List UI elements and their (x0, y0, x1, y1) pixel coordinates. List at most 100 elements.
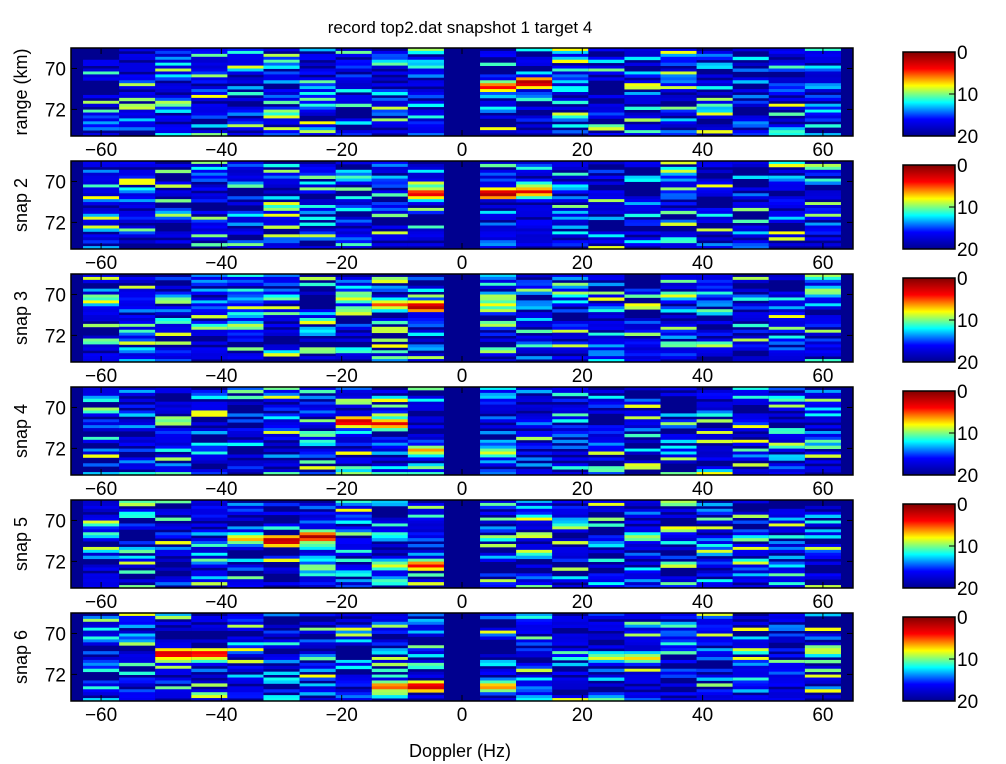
heatmap-cell (119, 463, 156, 467)
heatmap-cell (371, 535, 408, 539)
heatmap-cell (552, 190, 589, 194)
heatmap-cell (732, 561, 769, 565)
heatmap-cell (155, 689, 192, 693)
heatmap-cell (696, 178, 733, 182)
heatmap-cell (407, 683, 444, 687)
heatmap-cell (768, 671, 805, 675)
heatmap-cell (299, 228, 336, 232)
heatmap-cell (624, 532, 661, 536)
heatmap-cell (191, 274, 228, 278)
heatmap-cell (263, 442, 300, 447)
heatmap-cell (335, 332, 372, 336)
heatmap-cell (588, 544, 625, 548)
heatmap-cell (660, 387, 697, 391)
heatmap-cell (83, 118, 120, 122)
x-tick-label: 20 (572, 366, 593, 387)
heatmap-cell (371, 53, 408, 58)
heatmap-cell (83, 169, 120, 174)
heatmap-cell (624, 303, 661, 307)
heatmap-cell (263, 460, 300, 464)
heatmap-cell (227, 338, 264, 342)
heatmap-cell (804, 344, 841, 348)
heatmap-cell (804, 288, 841, 292)
heatmap-cell (804, 425, 841, 429)
heatmap-cell (83, 288, 120, 292)
colorbar-tick-label: 20 (957, 240, 978, 261)
heatmap-cell (119, 172, 156, 177)
heatmap-cell (119, 561, 156, 565)
heatmap-cell (588, 535, 625, 539)
colorbar-tick-label: 10 (957, 85, 978, 106)
heatmap-cell (335, 570, 372, 574)
heatmap-cell (263, 202, 300, 206)
heatmap-cell (155, 433, 192, 438)
heatmap-cell (155, 431, 192, 435)
heatmap-cell (552, 112, 589, 116)
heatmap-cell (696, 558, 733, 562)
heatmap-cell (407, 689, 444, 693)
heatmap-cell (588, 127, 625, 131)
heatmap-cell (119, 163, 156, 168)
heatmap-cell (804, 544, 841, 548)
heatmap-cell (155, 190, 192, 194)
heatmap-cell (660, 291, 697, 295)
heatmap-cell (119, 546, 156, 551)
heatmap-cell (552, 74, 589, 78)
heatmap-cell (516, 274, 553, 278)
heatmap-cell (696, 97, 733, 102)
heatmap-cell (407, 359, 444, 363)
heatmap-cell (804, 410, 841, 414)
heatmap-cell (768, 306, 805, 310)
heatmap-cell (191, 353, 228, 357)
heatmap-cell (732, 538, 769, 542)
heatmap-cell (516, 404, 553, 408)
heatmap-cell (227, 511, 264, 516)
heatmap-cell (227, 59, 264, 64)
heatmap-cell (696, 618, 733, 623)
heatmap-cell (83, 422, 120, 426)
heatmap-cell (804, 442, 841, 447)
heatmap-cell (227, 439, 264, 444)
heatmap-cell (552, 243, 589, 247)
heatmap-cell (516, 621, 553, 626)
heatmap-cell (407, 288, 444, 292)
heatmap-cell (407, 83, 444, 87)
heatmap-cell (660, 193, 697, 197)
heatmap-cell (588, 472, 625, 476)
heatmap-cell (407, 613, 444, 617)
heatmap-cell (119, 329, 156, 334)
heatmap-cell (119, 112, 156, 116)
heatmap-cell (732, 240, 769, 244)
heatmap-cell (480, 392, 517, 397)
heatmap-cell (552, 636, 589, 640)
heatmap-cell (299, 387, 336, 391)
heatmap-cell (119, 320, 156, 325)
heatmap-cell (227, 621, 264, 626)
heatmap-cell (696, 62, 733, 66)
heatmap-cell (768, 624, 805, 629)
heatmap-cell (768, 59, 805, 64)
x-tick-label: 0 (457, 592, 468, 613)
heatmap-cell (480, 196, 517, 200)
heatmap-cell (83, 564, 120, 568)
heatmap-cell (768, 106, 805, 110)
heatmap-cell (516, 89, 553, 93)
heatmap-cell (227, 466, 264, 470)
heatmap-cell (768, 517, 805, 521)
heatmap-cell (480, 225, 517, 229)
heatmap-cell (263, 210, 300, 215)
heatmap-cell (552, 651, 589, 655)
heatmap-cell (624, 541, 661, 545)
heatmap-cell (480, 401, 517, 405)
heatmap-cell (696, 526, 733, 530)
heatmap-cell (227, 680, 264, 684)
heatmap-cell (371, 205, 408, 209)
heatmap-cell (768, 205, 805, 209)
heatmap-cell (516, 205, 553, 209)
heatmap-cell (660, 323, 697, 328)
heatmap-cell (696, 103, 733, 108)
heatmap-cell (299, 564, 336, 568)
heatmap-cell (732, 225, 769, 229)
heatmap-cell (299, 80, 336, 84)
heatmap-cell (299, 511, 336, 516)
